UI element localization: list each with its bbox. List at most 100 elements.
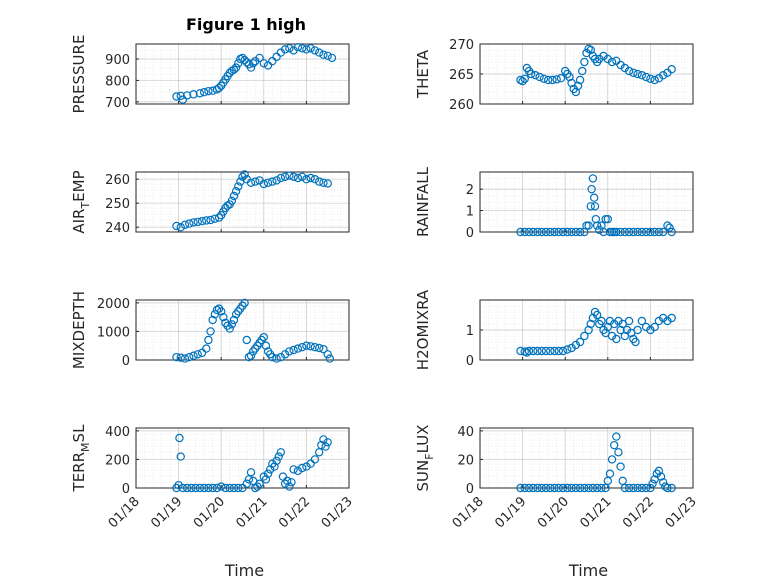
data-point bbox=[289, 345, 298, 355]
data-point bbox=[654, 227, 664, 237]
data-point bbox=[191, 483, 200, 493]
data-point bbox=[246, 351, 256, 360]
y-tick-label: 0 bbox=[466, 354, 474, 369]
y-tick-label: 0 bbox=[122, 482, 130, 497]
data-point bbox=[182, 483, 192, 493]
data-point bbox=[597, 316, 606, 326]
data-point bbox=[297, 172, 307, 181]
data-point bbox=[259, 179, 268, 189]
data-point bbox=[550, 227, 559, 237]
data-point bbox=[263, 61, 273, 70]
data-point bbox=[234, 483, 243, 493]
data-point bbox=[575, 337, 585, 347]
data-point bbox=[210, 214, 220, 223]
data-point bbox=[323, 179, 332, 188]
data-point bbox=[567, 483, 576, 493]
data-point bbox=[592, 483, 602, 493]
data-point bbox=[306, 342, 315, 351]
data-point bbox=[629, 227, 638, 237]
data-point bbox=[180, 354, 190, 363]
data-point bbox=[592, 221, 602, 230]
data-point bbox=[571, 483, 581, 493]
data-point bbox=[543, 75, 553, 85]
data-point bbox=[180, 220, 190, 229]
data-point bbox=[263, 178, 273, 187]
data-point bbox=[182, 91, 192, 100]
data-point bbox=[193, 350, 202, 359]
data-point bbox=[289, 172, 298, 181]
data-point bbox=[195, 483, 205, 493]
data-point bbox=[268, 177, 277, 186]
y-tick-label: 260 bbox=[105, 173, 130, 188]
data-point bbox=[529, 227, 538, 237]
data-point bbox=[588, 483, 598, 493]
y-tick-label: 265 bbox=[449, 68, 474, 83]
data-point bbox=[204, 335, 213, 345]
data-point bbox=[558, 227, 568, 237]
data-point bbox=[178, 95, 188, 104]
data-point bbox=[646, 483, 655, 493]
data-point bbox=[310, 174, 320, 184]
axes-box bbox=[479, 427, 694, 489]
data-point bbox=[654, 466, 664, 476]
data-point bbox=[612, 227, 621, 237]
y-tick-label: 270 bbox=[449, 38, 474, 53]
data-point bbox=[529, 483, 538, 493]
subplot-1: 700 800 900 PRESSURE bbox=[70, 35, 350, 113]
data-point bbox=[302, 45, 311, 54]
data-point bbox=[546, 483, 555, 493]
data-point bbox=[240, 55, 249, 65]
data-point bbox=[641, 227, 651, 237]
y-axis-label: MIXDEPTH bbox=[70, 291, 88, 369]
data-point bbox=[227, 320, 237, 329]
data-point bbox=[633, 325, 642, 335]
data-point bbox=[221, 483, 230, 493]
data-point bbox=[612, 432, 621, 441]
subplot-5: 0 1000 2000 MIXDEPTH bbox=[70, 291, 350, 369]
data-point bbox=[650, 322, 659, 332]
data-point bbox=[567, 227, 576, 237]
y-tick-label: 240 bbox=[105, 221, 130, 236]
data-point bbox=[214, 83, 224, 93]
data-point bbox=[189, 351, 198, 360]
figure-title: Figure 1 high bbox=[186, 15, 306, 34]
data-point bbox=[178, 483, 188, 493]
data-point bbox=[225, 483, 234, 493]
data-point bbox=[176, 222, 185, 232]
data-point bbox=[637, 316, 647, 326]
data-point bbox=[620, 227, 630, 237]
data-point bbox=[216, 482, 226, 491]
data-point bbox=[588, 174, 598, 183]
data-point bbox=[646, 74, 655, 84]
data-point bbox=[259, 59, 268, 68]
data-point bbox=[263, 469, 273, 478]
data-point bbox=[276, 448, 286, 457]
data-point bbox=[234, 59, 243, 68]
data-point bbox=[185, 219, 194, 228]
data-point bbox=[285, 44, 294, 53]
data-point bbox=[552, 75, 561, 84]
data-point bbox=[227, 196, 237, 205]
data-point bbox=[658, 70, 668, 80]
data-point bbox=[607, 455, 617, 464]
data-point bbox=[176, 452, 185, 461]
data-point bbox=[323, 51, 332, 60]
y-tick-label: 700 bbox=[105, 96, 130, 111]
data-point bbox=[280, 45, 290, 54]
data-point bbox=[646, 227, 655, 237]
y-tick-label: 0 bbox=[466, 226, 474, 241]
data-point bbox=[289, 465, 298, 474]
data-point bbox=[595, 225, 604, 235]
data-point bbox=[641, 72, 651, 82]
data-point bbox=[314, 343, 324, 353]
data-point bbox=[520, 74, 529, 84]
data-point bbox=[255, 53, 264, 63]
data-point bbox=[285, 482, 294, 491]
data-point bbox=[665, 223, 674, 232]
data-point bbox=[580, 483, 589, 493]
data-point bbox=[199, 88, 209, 97]
data-point bbox=[302, 341, 311, 350]
y-tick-label: 1 bbox=[466, 205, 474, 220]
data-point bbox=[641, 483, 651, 493]
data-point bbox=[268, 56, 277, 66]
